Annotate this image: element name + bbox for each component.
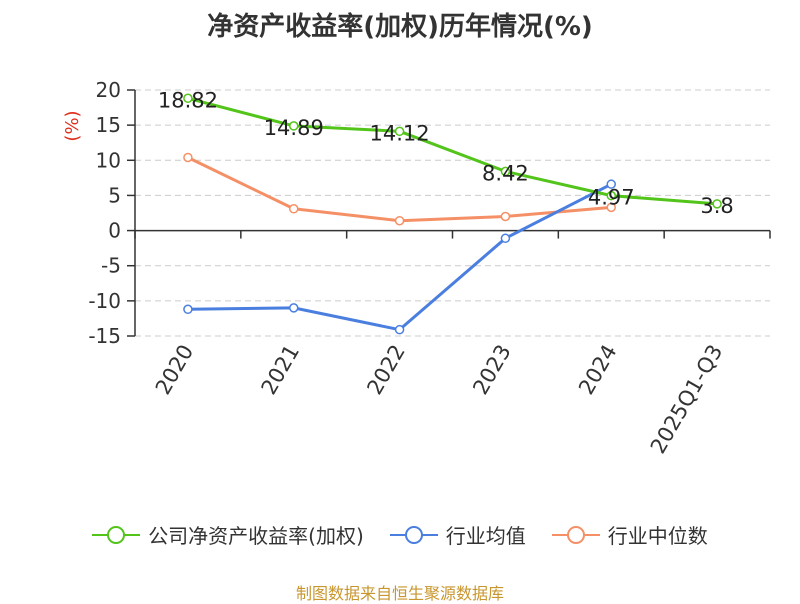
x-tick-label: 2021 [257,341,305,399]
data-label: 14.12 [370,121,430,145]
y-tick-label: 15 [96,113,121,137]
legend-swatch-company [92,525,141,544]
y-tick-label: -15 [88,324,121,348]
legend-item-company[interactable]: 公司净资产收益率(加权) [92,520,364,549]
data-point [289,121,299,131]
series-line [187,156,612,223]
series-line [187,182,612,332]
legend-label-industry-median: 行业中位数 [607,524,708,548]
data-label: 18.82 [158,88,218,112]
legend-swatch-industry-median [551,525,600,544]
data-point [500,211,511,222]
x-tick-label: 2022 [362,341,410,399]
data-point [394,324,405,335]
x-tick-label: 2023 [468,341,516,399]
legend-swatch-industry-mean [389,525,438,544]
data-point [606,190,616,201]
data-point [289,204,299,214]
data-point [183,93,193,104]
chart-title: 净资产收益率(加权)历年情况(%) [207,12,593,42]
legend-item-industry-mean[interactable]: 行业均值 [389,520,526,549]
x-tick-label: 2020 [151,341,199,399]
y-tick-label: -5 [101,254,121,278]
data-point [183,304,193,315]
data-point [500,233,511,244]
data-label: 4.97 [588,186,635,210]
legend: 公司净资产收益率(加权) 行业均值 行业中位数 [0,520,800,549]
series-line [187,96,718,206]
y-tick-label: 5 [108,183,121,207]
source-note: 制图数据来自恒生聚源数据库 [295,584,504,603]
legend-label-company: 公司净资产收益率(加权) [148,524,364,548]
data-point [394,126,405,137]
data-point [712,199,722,209]
x-tick-label: 2024 [574,341,622,399]
data-label: 3.8 [700,194,733,218]
y-axis-label: (%) [62,110,83,141]
data-label: 8.42 [482,161,529,185]
legend-item-industry-median[interactable]: 行业中位数 [551,520,708,549]
data-point [500,166,511,177]
data-point [394,215,405,226]
data-point [606,202,616,213]
y-tick-label: -10 [88,289,121,313]
y-tick-label: 10 [96,148,121,172]
data-point [183,152,193,163]
data-point [289,303,299,313]
data-point [606,179,616,189]
y-tick-label: 20 [96,78,121,102]
x-tick-label: 2025Q1-Q3 [646,341,728,458]
legend-label-industry-mean: 行业均值 [445,524,526,548]
data-label: 14.89 [264,116,324,140]
y-tick-label: 0 [108,219,121,243]
